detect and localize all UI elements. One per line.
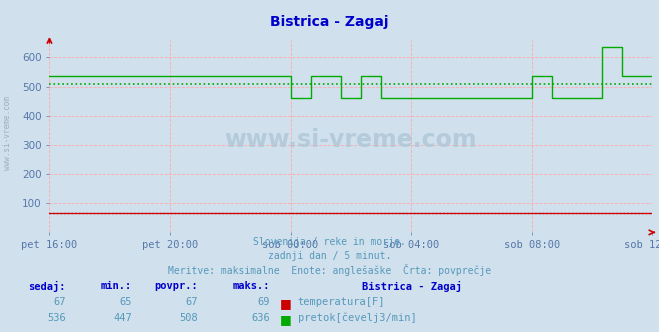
Text: Meritve: maksimalne  Enote: anglešaške  Črta: povprečje: Meritve: maksimalne Enote: anglešaške Čr… — [168, 264, 491, 276]
Text: zadnji dan / 5 minut.: zadnji dan / 5 minut. — [268, 251, 391, 261]
Text: 536: 536 — [47, 313, 66, 323]
Text: 508: 508 — [179, 313, 198, 323]
Text: Bistrica - Zagaj: Bistrica - Zagaj — [270, 15, 389, 29]
Text: maks.:: maks.: — [233, 281, 270, 290]
Text: 67: 67 — [185, 297, 198, 307]
Text: sedaj:: sedaj: — [28, 281, 66, 291]
Text: www.si-vreme.com: www.si-vreme.com — [225, 128, 477, 152]
Text: min.:: min.: — [101, 281, 132, 290]
Text: pretok[čevelj3/min]: pretok[čevelj3/min] — [298, 313, 416, 323]
Text: 447: 447 — [113, 313, 132, 323]
Text: www.si-vreme.com: www.si-vreme.com — [3, 96, 13, 170]
Text: 67: 67 — [53, 297, 66, 307]
Text: Bistrica - Zagaj: Bistrica - Zagaj — [362, 281, 463, 291]
Text: povpr.:: povpr.: — [154, 281, 198, 290]
Text: 69: 69 — [258, 297, 270, 307]
Text: temperatura[F]: temperatura[F] — [298, 297, 386, 307]
Text: ■: ■ — [280, 313, 292, 326]
Text: Slovenija / reke in morje.: Slovenija / reke in morje. — [253, 237, 406, 247]
Text: 636: 636 — [252, 313, 270, 323]
Text: ■: ■ — [280, 297, 292, 310]
Text: 65: 65 — [119, 297, 132, 307]
